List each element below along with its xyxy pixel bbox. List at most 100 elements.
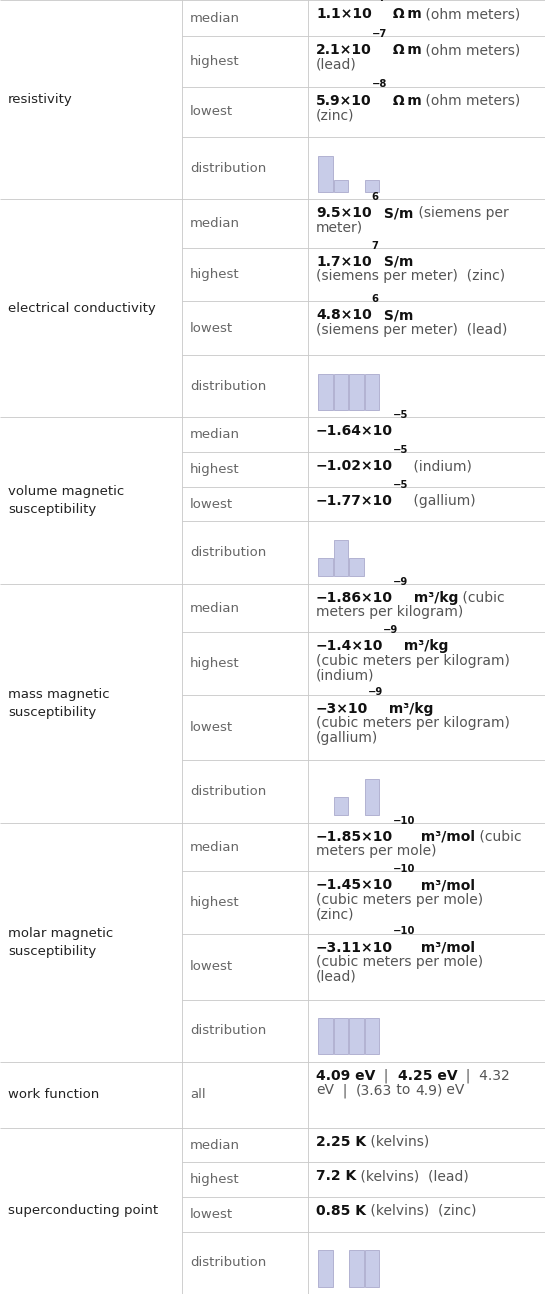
Bar — [334, 180, 348, 192]
Bar — [334, 374, 348, 410]
Text: −1.77×10: −1.77×10 — [316, 494, 393, 507]
Text: lowest: lowest — [190, 1207, 233, 1220]
Text: superconducting point: superconducting point — [8, 1205, 158, 1218]
Text: highest: highest — [190, 56, 240, 69]
Text: highest: highest — [190, 463, 240, 476]
Text: Ω m: Ω m — [387, 44, 421, 57]
Text: resistivity: resistivity — [8, 93, 72, 106]
Text: (lead): (lead) — [316, 969, 357, 983]
Text: 0.85 K: 0.85 K — [316, 1203, 366, 1218]
Text: −1.4×10: −1.4×10 — [316, 639, 383, 653]
Text: median: median — [190, 602, 240, 615]
Text: highest: highest — [190, 268, 240, 281]
Text: highest: highest — [190, 895, 240, 908]
Text: (ohm meters): (ohm meters) — [421, 6, 520, 21]
Text: lowest: lowest — [190, 498, 233, 511]
Text: −9: −9 — [393, 577, 408, 586]
Text: molar magnetic
susceptibility: molar magnetic susceptibility — [8, 927, 113, 958]
Text: (ohm meters): (ohm meters) — [421, 93, 520, 107]
Text: eV: eV — [443, 1083, 465, 1097]
Text: −1.45×10: −1.45×10 — [316, 879, 393, 893]
Text: distribution: distribution — [190, 162, 267, 175]
Text: highest: highest — [190, 657, 240, 670]
Text: −5: −5 — [393, 480, 408, 489]
Text: (lead): (lead) — [316, 58, 357, 72]
Text: distribution: distribution — [190, 1256, 267, 1269]
Text: 1.7×10: 1.7×10 — [316, 255, 372, 269]
Bar — [334, 540, 348, 576]
Text: m³/mol: m³/mol — [416, 879, 475, 893]
Text: 6: 6 — [372, 192, 379, 202]
Text: 9.5×10: 9.5×10 — [316, 206, 372, 220]
Text: (siemens per meter)  (lead): (siemens per meter) (lead) — [316, 324, 507, 336]
Text: meter): meter) — [316, 221, 363, 234]
Text: (cubic: (cubic — [475, 829, 522, 844]
Text: m³/kg: m³/kg — [409, 591, 458, 604]
Text: (cubic meters per mole): (cubic meters per mole) — [316, 893, 483, 907]
Text: −7: −7 — [372, 0, 387, 3]
Text: to: to — [392, 1083, 415, 1097]
Text: distribution: distribution — [190, 785, 267, 798]
Text: (3.63: (3.63 — [356, 1083, 392, 1097]
Text: (cubic meters per kilogram): (cubic meters per kilogram) — [316, 653, 510, 668]
Text: Ω m: Ω m — [387, 93, 421, 107]
Text: median: median — [190, 12, 240, 25]
Text: work function: work function — [8, 1088, 99, 1101]
Text: (kelvins)  (zinc): (kelvins) (zinc) — [366, 1203, 476, 1218]
Text: m³/kg: m³/kg — [384, 701, 433, 716]
Text: |  4.32: | 4.32 — [457, 1069, 510, 1083]
Text: −3×10: −3×10 — [316, 701, 368, 716]
Text: median: median — [190, 1139, 240, 1152]
Text: lowest: lowest — [190, 960, 233, 973]
Text: |: | — [376, 1069, 397, 1083]
Text: (cubic meters per mole): (cubic meters per mole) — [316, 955, 483, 969]
Bar — [365, 1018, 379, 1055]
Bar — [318, 374, 332, 410]
Text: 4.25 eV: 4.25 eV — [397, 1069, 457, 1083]
Text: m³/kg: m³/kg — [399, 639, 449, 653]
Bar — [349, 374, 364, 410]
Text: −7: −7 — [372, 30, 387, 39]
Text: −3.11×10: −3.11×10 — [316, 941, 393, 955]
Text: 6: 6 — [372, 294, 379, 304]
Text: −10: −10 — [393, 815, 415, 826]
Bar — [365, 180, 379, 192]
Text: S/m: S/m — [379, 255, 413, 269]
Text: (kelvins): (kelvins) — [366, 1135, 429, 1149]
Bar — [365, 374, 379, 410]
Text: (siemens per: (siemens per — [414, 206, 508, 220]
Text: −9: −9 — [383, 625, 398, 635]
Bar — [318, 1250, 332, 1286]
Text: 7.2 K: 7.2 K — [316, 1170, 356, 1183]
Bar — [318, 1018, 332, 1055]
Text: 4.9): 4.9) — [415, 1083, 443, 1097]
Text: |: | — [334, 1083, 356, 1097]
Bar — [349, 558, 364, 576]
Text: eV: eV — [316, 1083, 334, 1097]
Text: −1.86×10: −1.86×10 — [316, 591, 393, 604]
Text: −5: −5 — [393, 445, 408, 455]
Text: −1.85×10: −1.85×10 — [316, 829, 393, 844]
Text: −9: −9 — [368, 687, 384, 697]
Bar — [318, 558, 332, 576]
Text: −10: −10 — [393, 864, 415, 875]
Text: lowest: lowest — [190, 105, 233, 118]
Text: 7: 7 — [372, 241, 378, 251]
Text: (zinc): (zinc) — [316, 109, 354, 122]
Text: 4.8×10: 4.8×10 — [316, 308, 372, 322]
Text: m³/mol: m³/mol — [416, 829, 475, 844]
Text: −10: −10 — [393, 927, 415, 937]
Text: −8: −8 — [372, 79, 387, 89]
Text: volume magnetic
susceptibility: volume magnetic susceptibility — [8, 485, 124, 516]
Text: mass magnetic
susceptibility: mass magnetic susceptibility — [8, 688, 110, 718]
Text: median: median — [190, 217, 240, 230]
Bar — [334, 1018, 348, 1055]
Text: −5: −5 — [393, 410, 408, 421]
Text: distribution: distribution — [190, 1024, 267, 1038]
Text: distribution: distribution — [190, 546, 267, 559]
Text: meters per mole): meters per mole) — [316, 844, 437, 858]
Bar — [318, 155, 332, 192]
Text: (cubic: (cubic — [458, 591, 505, 604]
Text: (kelvins)  (lead): (kelvins) (lead) — [356, 1170, 469, 1183]
Text: 1.1×10: 1.1×10 — [316, 6, 372, 21]
